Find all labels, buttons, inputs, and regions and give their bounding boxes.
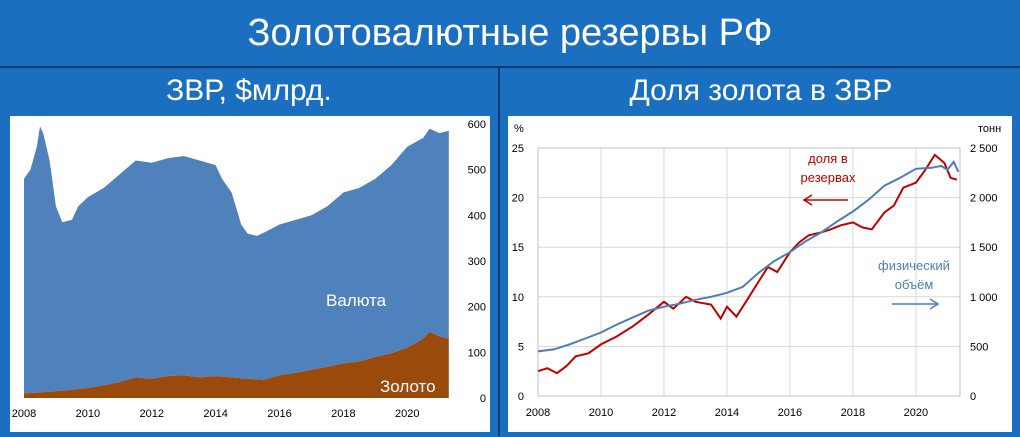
y-tick-label: 100 (468, 347, 486, 359)
right-panel-title: Доля золота в ЗВР (629, 74, 893, 107)
y-left-tick-label: 10 (512, 292, 524, 304)
valuta-label: Валюта (326, 291, 387, 310)
series-line-volume (537, 160, 960, 353)
y-left-tick-label: 20 (512, 193, 524, 205)
x-tick-label: 2016 (267, 408, 291, 420)
gold-share-chart-panel: 2008 2010 2012 2014 2016 2018 2020 0 5 10 15 20 25 … (508, 116, 1012, 432)
y-tick-label: 500 (468, 165, 486, 177)
page-title: Золотовалютные резервы РФ (247, 12, 773, 54)
y-right-tick-label: 1 000 (970, 292, 998, 304)
share-annotation: резервах (801, 170, 856, 185)
y-tick-label: 600 (468, 119, 486, 131)
volume-annotation: объём (895, 277, 934, 292)
x-tick-label: 2010 (76, 408, 100, 420)
arrow-right-icon (892, 298, 940, 310)
y-left-unit: % (514, 123, 524, 135)
x-tick-label: 2012 (652, 407, 676, 419)
divider (0, 66, 1020, 68)
series-line-share (537, 153, 958, 375)
y-tick-label: 300 (468, 256, 486, 268)
volume-annotation: физический (878, 258, 950, 273)
y-left-tick-label: 0 (518, 391, 524, 403)
panel-divider (498, 66, 500, 436)
y-tick-label: 400 (468, 210, 486, 222)
x-tick-label: 2018 (841, 407, 865, 419)
y-right-tick-label: 500 (970, 341, 988, 353)
y-right-tick-label: 1 500 (970, 242, 998, 254)
y-right-tick-label: 0 (970, 391, 976, 403)
x-tick-label: 2016 (778, 407, 802, 419)
arrow-left-icon (802, 194, 848, 206)
y-left-tick-label: 5 (518, 341, 524, 353)
left-panel-title: ЗВР, $млрд. (166, 74, 332, 107)
x-tick-label: 2014 (203, 408, 227, 420)
y-left-tick-label: 15 (512, 242, 524, 254)
reserves-chart-panel: 2008 2010 2012 2014 2016 2018 2020 0 100 200 300 4… (10, 116, 490, 432)
reserves-area-chart: 2008 2010 2012 2014 2016 2018 2020 0 100 200 300 4… (12, 119, 486, 420)
x-tick-label: 2012 (140, 408, 164, 420)
x-tick-label: 2008 (526, 407, 550, 419)
y-right-tick-label: 2 000 (970, 193, 998, 205)
y-left-tick-label: 25 (512, 143, 524, 155)
x-tick-label: 2008 (12, 408, 36, 420)
share-annotation: доля в (808, 151, 848, 166)
x-tick-label: 2010 (589, 407, 613, 419)
gold-share-line-chart: 2008 2010 2012 2014 2016 2018 2020 0510152025 … (512, 123, 1001, 419)
zoloto-label: Золото (380, 377, 436, 396)
series-area-valuta (24, 126, 449, 394)
x-tick-label: 2014 (715, 407, 739, 419)
y-tick-label: 0 (480, 393, 486, 405)
series-area-zoloto (24, 331, 449, 398)
x-tick-label: 2018 (331, 408, 355, 420)
x-tick-label: 2020 (904, 407, 928, 419)
x-tick-label: 2020 (395, 408, 419, 420)
y-right-tick-label: 2 500 (970, 143, 998, 155)
y-tick-label: 200 (468, 302, 486, 314)
y-right-unit: тонн (978, 123, 1001, 135)
